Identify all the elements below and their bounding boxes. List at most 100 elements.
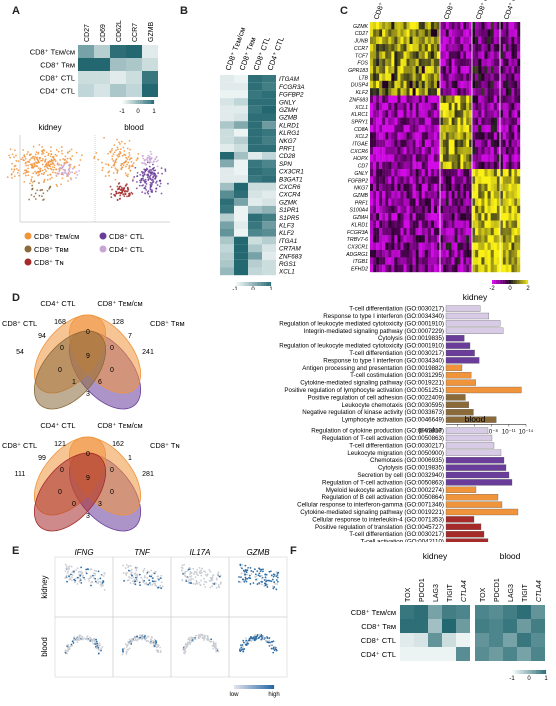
feature-point xyxy=(128,647,131,650)
heatmap-cell xyxy=(427,102,432,111)
heatmap-cell xyxy=(502,213,506,221)
blood-venn-count: 111 xyxy=(15,471,26,478)
heatmap-cell xyxy=(481,183,485,192)
scale-tick: 1 xyxy=(269,287,273,290)
heatmap-cell xyxy=(403,242,407,251)
heatmap-cell xyxy=(508,213,512,221)
kidney-venn-count: 1 xyxy=(72,379,76,386)
feature-point xyxy=(97,645,100,648)
heatmap-cell xyxy=(403,132,407,140)
heatmap-cell xyxy=(433,169,438,177)
heatmap-cell xyxy=(234,182,248,191)
heatmap-cell xyxy=(475,257,479,265)
heatmap-cell xyxy=(466,161,470,170)
heatmap-cell xyxy=(484,36,488,45)
umap-point xyxy=(101,161,103,164)
heatmap-cell xyxy=(403,205,407,214)
heatmap-cell xyxy=(505,213,509,221)
heatmap-cell xyxy=(400,110,404,118)
umap-point xyxy=(146,191,149,194)
heatmap-cell xyxy=(415,227,419,236)
umap-point xyxy=(150,179,153,182)
heatmap-cell xyxy=(391,198,395,207)
heatmap-cell xyxy=(391,213,395,221)
heatmap-cell xyxy=(391,22,395,30)
heatmap-cell xyxy=(493,95,498,104)
heatmap-cell xyxy=(460,147,464,155)
heatmap-cell xyxy=(394,110,398,118)
heatmap-cell xyxy=(448,235,452,243)
umap-point xyxy=(128,151,131,154)
heatmap-cell xyxy=(463,44,467,52)
heatmap-cell xyxy=(448,95,452,104)
umap-point xyxy=(158,185,161,188)
heatmap-cell xyxy=(469,110,473,118)
feature-point xyxy=(72,642,75,644)
heatmap-cell xyxy=(487,80,491,89)
umap-point xyxy=(139,181,142,184)
feature-point xyxy=(153,582,156,585)
heatmap-cell xyxy=(262,198,276,206)
heatmap-cell xyxy=(481,264,485,273)
heatmap-cell xyxy=(424,95,429,104)
heatmap-cell xyxy=(511,264,515,273)
umap-point xyxy=(144,187,147,190)
heatmap-cell xyxy=(397,36,401,45)
heatmap-cell xyxy=(493,58,498,67)
feature-point xyxy=(185,644,188,647)
heatmap-cell xyxy=(466,95,470,104)
umap-point xyxy=(34,170,36,173)
heatmap-cell xyxy=(475,183,479,192)
scale-gradient xyxy=(530,670,533,674)
heatmap-cell xyxy=(385,110,389,118)
umap-point xyxy=(44,160,46,163)
heatmap-cell xyxy=(478,73,482,82)
feature-point xyxy=(266,636,268,638)
umap-point xyxy=(41,145,44,148)
heatmap-cell xyxy=(472,124,476,133)
heatmap-cell xyxy=(234,121,248,129)
feature-point xyxy=(89,577,91,580)
umap-point xyxy=(60,149,63,152)
heatmap-cell xyxy=(511,80,515,89)
heatmap-cell xyxy=(514,29,518,37)
heatmap-cell xyxy=(430,249,435,258)
heatmap-cell xyxy=(478,205,482,214)
umap-point xyxy=(29,158,31,161)
heatmap-cell xyxy=(514,80,518,89)
heatmap-cell xyxy=(370,88,374,96)
heatmap-cell xyxy=(517,80,521,89)
kidney-bar xyxy=(445,312,490,320)
umap-point xyxy=(116,170,119,173)
heatmap-cell xyxy=(463,176,467,184)
heatmap-cell xyxy=(421,51,425,59)
heatmap-cell xyxy=(472,191,476,199)
heatmap-cell xyxy=(427,264,432,273)
heatmap-cell xyxy=(424,66,429,74)
heatmap-cell xyxy=(379,139,383,148)
heatmap-cell xyxy=(454,132,458,140)
heatmap-cell xyxy=(220,159,234,168)
umap-point xyxy=(42,199,44,201)
feature-point xyxy=(244,579,247,581)
heatmap-cell xyxy=(424,139,429,148)
heatmap-cell xyxy=(406,161,410,170)
umap-point xyxy=(133,176,136,178)
umap-point xyxy=(111,155,114,158)
heatmap-cell xyxy=(463,139,467,148)
heatmap-cell xyxy=(442,154,447,162)
feature-point xyxy=(139,636,141,639)
heatmap-cell xyxy=(440,124,444,133)
heatmap-cell xyxy=(463,257,467,265)
heatmap-cell xyxy=(406,58,410,67)
heatmap-cell xyxy=(478,66,482,74)
heatmap-cell xyxy=(234,167,248,176)
scale-gradient xyxy=(149,100,151,104)
feature-point xyxy=(141,579,144,582)
heatmap-cell xyxy=(433,183,438,192)
heatmap-cell xyxy=(406,117,410,126)
heatmap-cell xyxy=(454,95,458,104)
heatmap-cell xyxy=(469,95,473,104)
heatmap-cell xyxy=(409,220,413,229)
heatmap-cell xyxy=(379,198,383,207)
